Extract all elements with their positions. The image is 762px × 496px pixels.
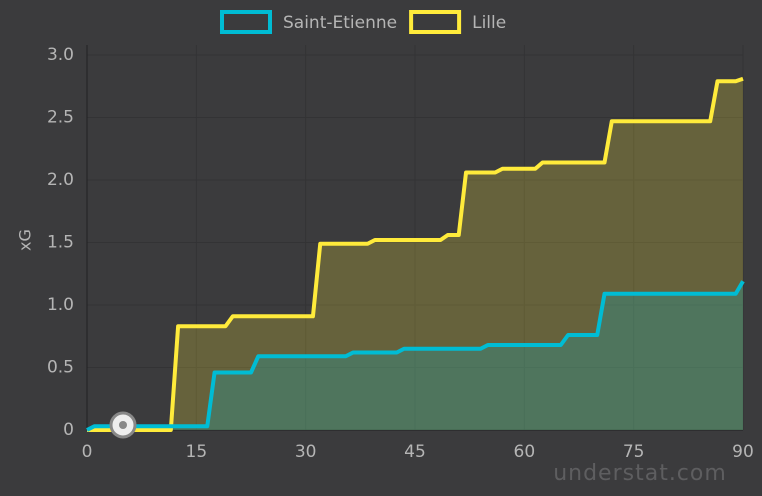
y-tick-label: 0 (63, 420, 74, 440)
x-tick-label: 30 (295, 442, 317, 462)
x-tick-label: 60 (514, 442, 536, 462)
legend-swatch (409, 10, 462, 34)
y-tick-label: 2.0 (47, 170, 74, 190)
y-tick-label: 1.5 (47, 233, 74, 253)
x-tick-label: 15 (186, 442, 208, 462)
y-axis-label: xG (16, 229, 35, 251)
x-tick-label: 90 (732, 442, 754, 462)
watermark: understat.com (553, 461, 727, 486)
y-tick-label: 0.5 (47, 358, 74, 378)
area (87, 78, 743, 430)
area (87, 281, 743, 430)
x-tick-label: 75 (623, 442, 645, 462)
legend-swatch (220, 10, 272, 34)
line (87, 76, 744, 432)
y-tick-label: 1.0 (47, 295, 74, 315)
ball-icon-center (119, 421, 127, 429)
x-tick-label: 45 (404, 442, 426, 462)
y-tick-label: 3.0 (47, 45, 74, 65)
legend-label: Saint-Etienne (283, 13, 397, 33)
x-tick-label: 0 (82, 442, 93, 462)
y-tick-label: 2.5 (47, 108, 74, 128)
legend-label: Lille (472, 13, 506, 33)
line (86, 280, 745, 432)
